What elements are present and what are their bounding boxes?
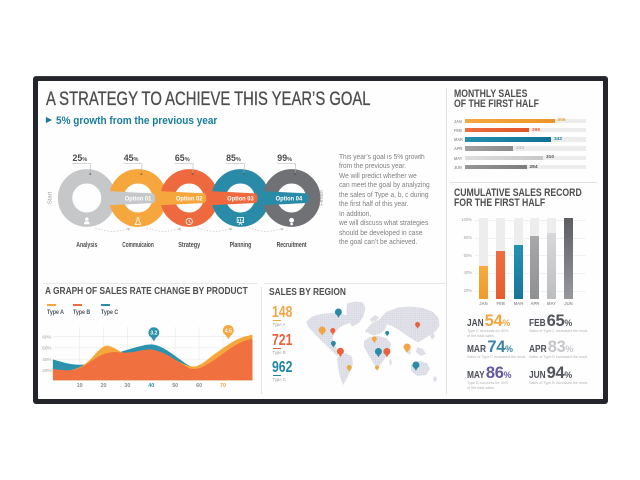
svg-text:30: 30 — [124, 383, 130, 389]
svg-text:Start: Start — [48, 191, 54, 204]
svg-text:Option 02: Option 02 — [176, 196, 203, 202]
svg-text:Finish: Finish — [319, 190, 325, 205]
svg-text:Strategy: Strategy — [178, 240, 201, 249]
svg-text:Option 01: Option 01 — [125, 196, 152, 202]
svg-text:70: 70 — [220, 383, 226, 389]
svg-text:60: 60 — [196, 383, 202, 389]
svg-text:20: 20 — [101, 383, 107, 389]
svg-text:Analysis: Analysis — [76, 240, 97, 249]
svg-text:Recruitment: Recruitment — [277, 240, 307, 249]
svg-text:85%: 85% — [226, 153, 241, 163]
svg-text:25%: 25% — [73, 153, 88, 163]
svg-text:Option 04: Option 04 — [276, 196, 303, 202]
svg-text:45%: 45% — [124, 153, 139, 163]
svg-text:80%: 80% — [42, 334, 51, 339]
svg-text:4.5: 4.5 — [225, 328, 232, 334]
svg-text:20%: 20% — [42, 368, 51, 373]
svg-text:Option 03: Option 03 — [227, 196, 254, 202]
svg-text:65%: 65% — [175, 153, 190, 163]
svg-text:10: 10 — [77, 383, 83, 389]
svg-text:40%: 40% — [42, 357, 51, 362]
svg-text:Planning: Planning — [230, 240, 252, 249]
svg-text:60%: 60% — [42, 346, 51, 351]
svg-text:50: 50 — [172, 383, 178, 389]
svg-text:40: 40 — [148, 383, 154, 389]
svg-text:99%: 99% — [277, 153, 292, 163]
svg-text:Commuicaion: Commuicaion — [122, 240, 154, 249]
svg-text:3.2: 3.2 — [150, 331, 157, 337]
